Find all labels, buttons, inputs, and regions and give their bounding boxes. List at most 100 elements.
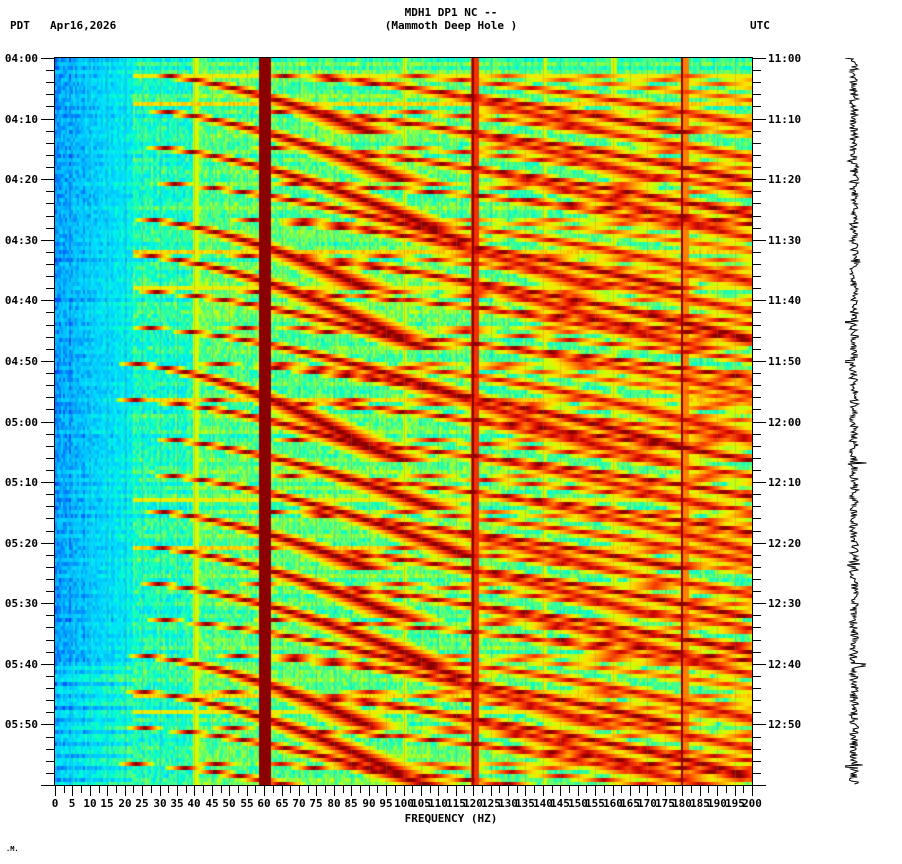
time-label-left: 04:00 <box>4 52 38 65</box>
time-tick-major-left <box>41 664 54 665</box>
frequency-tick-minor <box>534 786 535 793</box>
time-label-right: 12:10 <box>768 476 802 489</box>
axis-right <box>752 57 753 786</box>
frequency-tick-major <box>491 786 492 796</box>
frequency-tick-minor <box>360 786 361 793</box>
frequency-tick-major <box>578 786 579 796</box>
frequency-label: 120 <box>463 797 483 810</box>
time-tick-major-right <box>753 179 766 180</box>
frequency-tick-minor <box>133 786 134 793</box>
time-tick-minor-left <box>46 652 54 653</box>
frequency-tick-minor <box>674 786 675 793</box>
time-tick-minor-left <box>46 203 54 204</box>
time-tick-minor-right <box>753 264 761 265</box>
time-tick-minor-left <box>46 325 54 326</box>
frequency-tick-major <box>386 786 387 796</box>
time-label-right: 11:40 <box>768 294 802 307</box>
frequency-tick-major <box>194 786 195 796</box>
frequency-label: 40 <box>187 797 201 810</box>
frequency-tick-major <box>543 786 544 796</box>
spectrogram-plot[interactable] <box>55 58 752 785</box>
frequency-label: 155 <box>585 797 605 810</box>
time-tick-minor-right <box>753 397 761 398</box>
time-label-right: 11:30 <box>768 234 802 247</box>
seismogram-trace <box>845 58 867 785</box>
frequency-tick-major <box>264 786 265 796</box>
time-label-right: 11:20 <box>768 173 802 186</box>
time-tick-minor-right <box>753 555 761 556</box>
time-tick-minor-left <box>46 252 54 253</box>
frequency-label: 70 <box>292 797 306 810</box>
frequency-tick-major <box>125 786 126 796</box>
time-tick-minor-right <box>753 434 761 435</box>
time-tick-minor-right <box>753 337 761 338</box>
frequency-tick-minor <box>656 786 657 793</box>
time-tick-minor-right <box>753 191 761 192</box>
axis-top <box>54 57 753 58</box>
time-tick-major-left <box>41 58 54 59</box>
time-tick-minor-right <box>753 349 761 350</box>
time-tick-minor-right <box>753 676 761 677</box>
frequency-label: 30 <box>153 797 167 810</box>
time-tick-major-right <box>753 119 766 120</box>
time-tick-major-right <box>753 664 766 665</box>
time-tick-minor-left <box>46 773 54 774</box>
frequency-tick-major <box>473 786 474 796</box>
frequency-label: 55 <box>240 797 254 810</box>
frequency-tick-major <box>229 786 230 796</box>
time-tick-minor-left <box>46 349 54 350</box>
time-tick-minor-left <box>46 385 54 386</box>
frequency-label: 110 <box>428 797 448 810</box>
time-tick-minor-right <box>753 167 761 168</box>
time-tick-minor-left <box>46 591 54 592</box>
time-label-left: 04:50 <box>4 355 38 368</box>
time-tick-minor-left <box>46 458 54 459</box>
frequency-tick-minor <box>482 786 483 793</box>
time-tick-minor-left <box>46 494 54 495</box>
frequency-tick-major <box>107 786 108 796</box>
time-tick-minor-left <box>46 579 54 580</box>
frequency-tick-minor <box>743 786 744 793</box>
time-tick-minor-left <box>46 155 54 156</box>
time-label-right: 12:20 <box>768 537 802 550</box>
frequency-tick-minor <box>377 786 378 793</box>
time-tick-minor-left <box>46 470 54 471</box>
frequency-label: 105 <box>411 797 431 810</box>
time-label-left: 05:40 <box>4 658 38 671</box>
frequency-tick-minor <box>517 786 518 793</box>
time-tick-minor-left <box>46 216 54 217</box>
time-tick-minor-right <box>753 446 761 447</box>
frequency-tick-minor <box>238 786 239 793</box>
frequency-label: 10 <box>83 797 97 810</box>
time-tick-major-right <box>753 240 766 241</box>
spectrogram-canvas <box>55 58 752 785</box>
frequency-label: 20 <box>118 797 132 810</box>
time-tick-minor-right <box>753 506 761 507</box>
time-tick-minor-right <box>753 652 761 653</box>
frequency-tick-minor <box>430 786 431 793</box>
time-tick-minor-right <box>753 567 761 568</box>
frequency-label: 150 <box>568 797 588 810</box>
time-label-left: 04:30 <box>4 234 38 247</box>
date-label: Apr16,2026 <box>50 19 117 32</box>
time-tick-minor-left <box>46 676 54 677</box>
time-tick-minor-right <box>753 409 761 410</box>
timezone-label-right: UTC <box>750 19 770 32</box>
time-tick-minor-right <box>753 494 761 495</box>
time-tick-major-right <box>753 58 766 59</box>
frequency-label: 0 <box>51 797 59 810</box>
time-tick-minor-right <box>753 615 761 616</box>
frequency-tick-major <box>647 786 648 796</box>
time-tick-minor-right <box>753 373 761 374</box>
frequency-tick-minor <box>221 786 222 793</box>
frequency-label: 60 <box>257 797 271 810</box>
time-tick-major-right <box>753 422 766 423</box>
frequency-tick-major <box>142 786 143 796</box>
time-tick-minor-left <box>46 518 54 519</box>
time-tick-minor-right <box>753 228 761 229</box>
frequency-tick-major <box>665 786 666 796</box>
frequency-tick-major <box>282 786 283 796</box>
frequency-label: 200 <box>742 797 762 810</box>
frequency-tick-minor <box>708 786 709 793</box>
frequency-label: 165 <box>620 797 640 810</box>
